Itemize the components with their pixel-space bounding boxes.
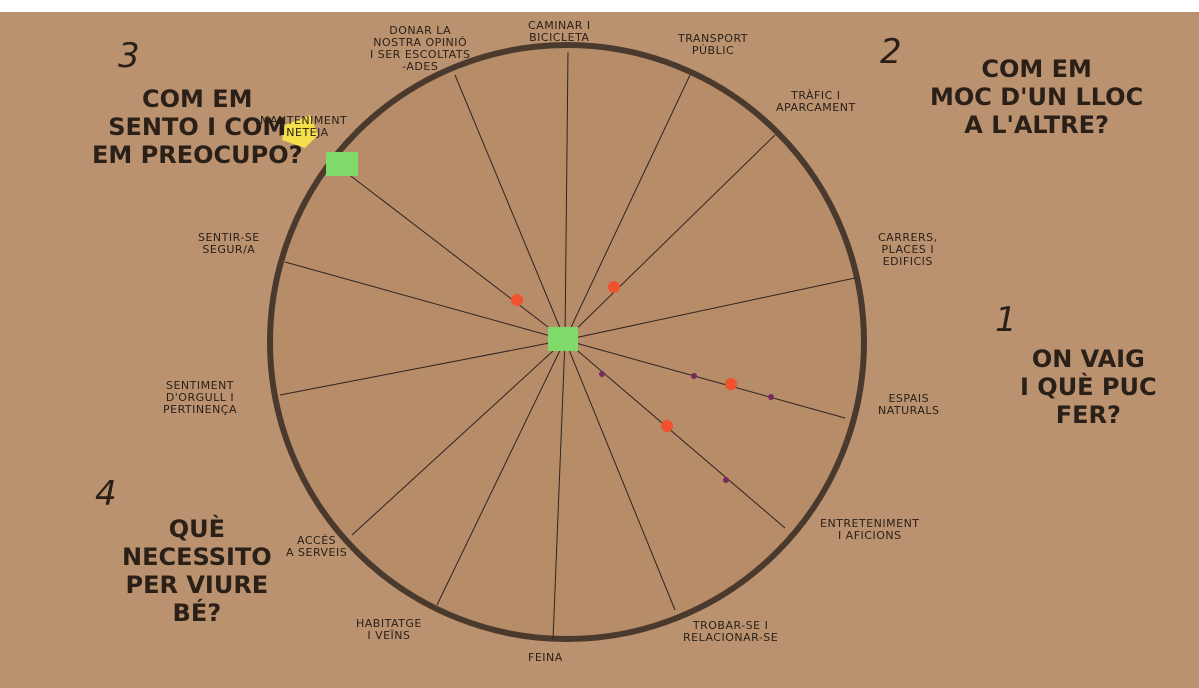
text-line: MOC D'UN LLOC [930,83,1143,111]
dot [661,420,673,432]
sticky-note [326,152,358,176]
text-line: COM EM [930,55,1143,83]
text-line: PER VIURE [122,571,272,599]
section-number: 3 [118,36,140,76]
text-line: NECESSITO [122,543,272,571]
dot [599,371,605,377]
dot [725,378,737,390]
text-line: BÉ? [122,599,272,627]
dot [691,373,697,379]
text-line: COM EM [92,85,303,113]
text-line: ON VAIG [1020,345,1157,373]
text-line: I QUÈ PUC [1020,373,1157,401]
dot [511,294,523,306]
dot [768,394,774,400]
dot [608,281,620,293]
section-number: 1 [995,300,1017,340]
dot [723,477,729,483]
text-line: QUÈ [122,515,272,543]
text-line: NATURALS [878,405,940,417]
sticky-note [548,327,578,351]
text-line: APARCAMENT [776,102,856,114]
section-number: 4 [95,474,117,514]
text-line: FER? [1020,401,1157,429]
text-line: EM PREOCUPO? [92,141,303,169]
text-line: SENTO I COM [92,113,303,141]
text-line: PERTINENÇA [163,404,237,416]
text-line: SEGUR/A [198,244,260,256]
text-line: BICICLETA [528,32,591,44]
spoke-label: FEINA [528,652,563,664]
text-line: A L'ALTRE? [930,111,1143,139]
text-line: A SERVEIS [286,547,347,559]
text-line: FEINA [528,652,563,664]
text-line: I VEÏNS [356,630,422,642]
text-line: EDIFICIS [878,256,938,268]
text-line: -ADES [370,61,470,73]
poster: CAMINAR IBICICLETA TRANSPORTPÚBLIC TRÀFIC … [0,0,1199,688]
text-line: RELACIONAR-SE [683,632,778,644]
text-line: I AFICIONS [820,530,920,542]
text-line: PÚBLIC [678,45,748,57]
section-number: 2 [880,32,902,72]
